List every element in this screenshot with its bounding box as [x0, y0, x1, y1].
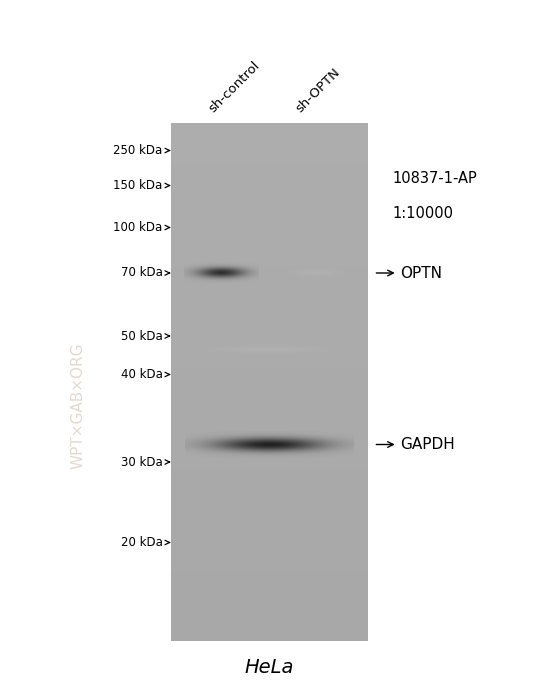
Text: 250 kDa: 250 kDa	[113, 144, 162, 157]
Text: HeLa: HeLa	[244, 658, 293, 677]
Text: WPT×GAB×ORG: WPT×GAB×ORG	[71, 343, 86, 469]
Text: GAPDH: GAPDH	[400, 437, 455, 452]
Text: 150 kDa: 150 kDa	[113, 179, 162, 192]
Text: 70 kDa: 70 kDa	[120, 267, 162, 279]
Text: OPTN: OPTN	[400, 265, 442, 281]
Text: 40 kDa: 40 kDa	[120, 368, 162, 381]
Text: sh-OPTN: sh-OPTN	[293, 66, 343, 116]
Text: 30 kDa: 30 kDa	[120, 456, 162, 468]
Text: 1:10000: 1:10000	[392, 206, 453, 221]
Text: 20 kDa: 20 kDa	[120, 536, 162, 549]
Text: 10837-1-AP: 10837-1-AP	[392, 171, 477, 186]
Text: sh-control: sh-control	[207, 60, 263, 116]
Text: 50 kDa: 50 kDa	[120, 330, 162, 342]
Text: 100 kDa: 100 kDa	[113, 221, 162, 234]
